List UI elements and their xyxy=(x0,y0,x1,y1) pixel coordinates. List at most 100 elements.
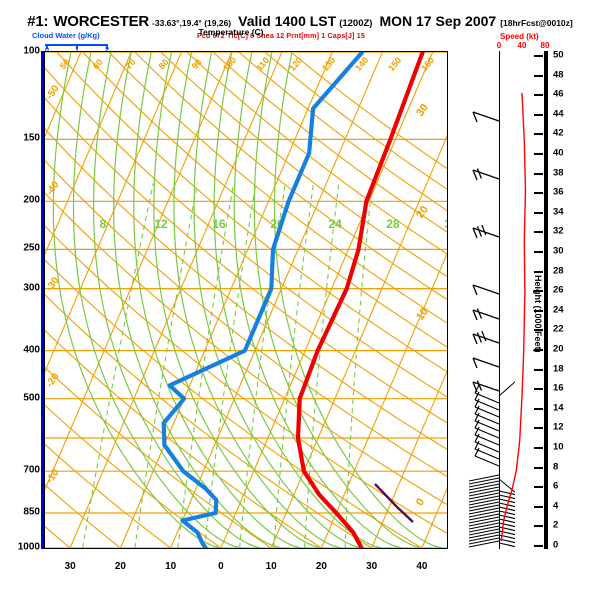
height-tick xyxy=(534,368,543,371)
parcel-trace xyxy=(374,483,414,523)
height-tick-label: 10 xyxy=(553,441,564,453)
wind-barb-column xyxy=(455,51,515,549)
height-tick-label: 12 xyxy=(553,421,564,433)
height-tick-label: 46 xyxy=(553,88,564,100)
height-tick xyxy=(534,290,543,293)
height-tick xyxy=(534,94,543,97)
height-tick-label: 48 xyxy=(553,69,564,81)
pressure-tick-label: 100 xyxy=(23,45,40,57)
height-tick-label: 40 xyxy=(553,147,564,159)
pressure-axis-bar xyxy=(41,51,44,549)
height-tick xyxy=(534,211,543,214)
dry-adiabat-label: 50 xyxy=(58,57,72,71)
isotherm-label-right: 10 xyxy=(414,306,431,323)
height-tick-label: 26 xyxy=(553,284,564,296)
height-tick xyxy=(534,153,543,155)
skewt-svg: 8121620242832506070809010011012013014015… xyxy=(45,52,447,548)
height-tick xyxy=(534,545,543,547)
height-tick xyxy=(534,270,543,273)
pressure-tick-label: 400 xyxy=(23,344,40,356)
valid-time: Valid 1400 LST xyxy=(238,13,337,29)
temperature-tick-label: 0 xyxy=(218,561,224,572)
height-tick-label: 8 xyxy=(553,461,559,473)
temperature-tick-label: 40 xyxy=(416,561,428,572)
height-tick xyxy=(534,251,543,253)
height-tick xyxy=(534,55,543,57)
height-tick xyxy=(534,113,543,116)
sounding-stats-line: Pcd 672 Tlc[C] 6 Shea 12 Prnt[mm] 1 Caps… xyxy=(197,33,365,40)
height-tick-label: 42 xyxy=(553,127,564,139)
temperature-axis-title: Temperature (C) xyxy=(198,27,264,37)
isotherm-label-left: -40 xyxy=(45,179,62,198)
height-tick xyxy=(534,505,543,508)
temperature-tick-label: 10 xyxy=(165,561,177,572)
height-tick xyxy=(534,466,543,469)
dry-adiabat-label: 90 xyxy=(190,57,204,71)
height-tick-label: 30 xyxy=(553,245,564,257)
dry-adiabat-label: 150 xyxy=(386,55,403,73)
height-tick-label: 16 xyxy=(553,382,564,394)
mixing-ratio-label: 12 xyxy=(154,217,168,231)
pressure-tick-label: 250 xyxy=(23,242,40,254)
height-tick xyxy=(534,309,543,312)
height-tick xyxy=(534,447,543,449)
isotherm-label-left: -30 xyxy=(45,275,62,294)
mixing-ratio-label: 28 xyxy=(386,217,400,231)
height-tick-label: 6 xyxy=(553,480,559,492)
station-coords: -33.63°,19.4° (19,26) xyxy=(152,18,232,28)
cloud-water-tick-label: 0 xyxy=(44,45,50,54)
dry-adiabat-label: 70 xyxy=(124,57,138,71)
height-tick xyxy=(534,133,543,136)
isotherm-label-right: 20 xyxy=(414,204,431,221)
dry-adiabat-label: 130 xyxy=(320,55,337,73)
station-id: #1: xyxy=(27,13,49,30)
height-axis-title: Height (1000 Feet) xyxy=(533,275,543,353)
height-tick-label: 20 xyxy=(553,343,564,355)
height-tick xyxy=(534,231,543,234)
height-tick xyxy=(534,192,543,195)
mixing-ratio-label: 8 xyxy=(100,217,107,231)
height-tick xyxy=(534,407,543,410)
height-tick xyxy=(534,329,543,332)
pressure-tick-label: 500 xyxy=(23,392,40,404)
isotherm-label-right: 0 xyxy=(414,496,427,508)
cloud-water-tick xyxy=(46,44,48,49)
pressure-axis: 100 150 200 250 300 400 500 700 850 1000 xyxy=(0,46,44,553)
speed-tick-label: 40 xyxy=(517,41,527,50)
speed-tick-label: 0 xyxy=(496,41,502,50)
temperature-tick-label: 30 xyxy=(64,561,76,572)
isotherm-label-right: 30 xyxy=(414,102,431,119)
isotherm-label-left: -50 xyxy=(45,83,62,102)
height-tick xyxy=(534,349,543,351)
dry-adiabat-label: 60 xyxy=(91,57,105,71)
pressure-tick-label: 850 xyxy=(23,506,40,518)
cloud-water-tick xyxy=(76,44,78,49)
valid-date: MON 17 Sep 2007 xyxy=(379,13,497,29)
forecast-tag: [18hrFcst@0010z] xyxy=(500,18,573,28)
mixing-ratio-label: 24 xyxy=(328,217,342,231)
height-tick-label: 38 xyxy=(553,167,564,179)
pressure-tick-label: 700 xyxy=(23,464,40,476)
height-tick xyxy=(534,74,543,77)
station-name: WORCESTER xyxy=(53,13,150,30)
height-tick-label: 18 xyxy=(553,363,564,375)
height-tick xyxy=(534,172,543,175)
temperature-tick-label: 10 xyxy=(265,561,277,572)
pressure-tick-label: 150 xyxy=(23,132,40,144)
height-axis-bar xyxy=(544,51,548,549)
cloud-water-tick-label: 2 xyxy=(104,45,110,54)
pressure-tick-label: 200 xyxy=(23,194,40,206)
skewt-plot-area: 8121620242832506070809010011012013014015… xyxy=(44,51,448,549)
height-tick-label: 32 xyxy=(553,225,564,237)
height-tick-label: 4 xyxy=(553,500,559,512)
cloud-water-tick xyxy=(106,44,108,49)
temperature-trace xyxy=(295,52,425,548)
height-tick-label: 14 xyxy=(553,402,564,414)
isotherm-label-left: -20 xyxy=(45,371,62,390)
height-tick xyxy=(534,427,543,430)
temperature-tick-label: 20 xyxy=(315,561,327,572)
wind-speed-trace xyxy=(500,92,527,542)
height-tick-label: 0 xyxy=(553,539,559,551)
height-tick xyxy=(534,388,543,391)
